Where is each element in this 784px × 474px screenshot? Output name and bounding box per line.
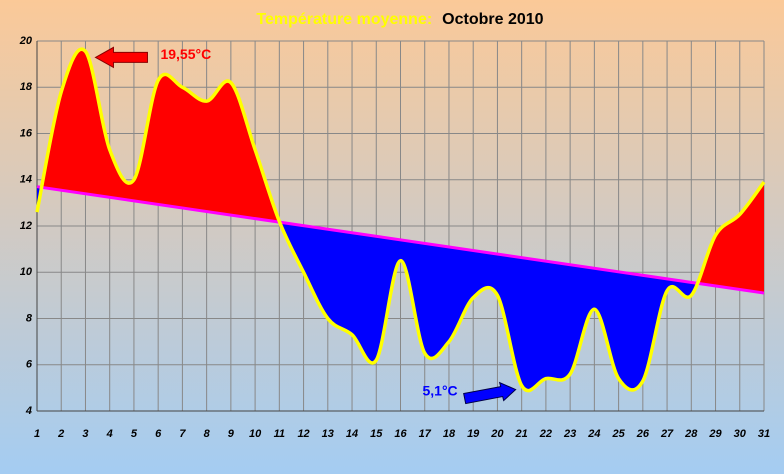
area-below xyxy=(37,186,764,391)
y-tick-label: 20 xyxy=(19,35,33,47)
x-tick-label: 11 xyxy=(274,428,285,440)
chart-title: Température moyenne: xyxy=(256,11,432,28)
y-tick-label: 6 xyxy=(26,359,33,371)
y-tick-label: 10 xyxy=(20,266,33,278)
y-tick-label: 12 xyxy=(20,220,32,232)
x-tick-label: 15 xyxy=(370,428,383,440)
x-tick-label: 26 xyxy=(636,428,650,440)
line xyxy=(35,47,766,393)
x-tick-label: 19 xyxy=(467,428,480,440)
arrow xyxy=(94,46,148,69)
x-tick-label: 9 xyxy=(228,428,235,440)
y-tick-label: 14 xyxy=(20,174,32,186)
annotation: 19,55°C xyxy=(160,46,211,62)
x-tick-label: 18 xyxy=(443,428,456,440)
x-tick-label: 13 xyxy=(322,428,334,440)
y-tick-label: 16 xyxy=(20,127,33,139)
x-tick-label: 28 xyxy=(684,428,698,440)
x-tick-label: 7 xyxy=(179,428,186,440)
trend-line xyxy=(36,185,765,295)
arrow xyxy=(463,381,517,405)
x-tick-label: 4 xyxy=(106,428,113,440)
y-tick-label: 18 xyxy=(20,81,33,93)
x-tick-label: 12 xyxy=(297,428,309,440)
y-tick-label: 4 xyxy=(25,405,32,417)
x-tick-label: 17 xyxy=(419,428,432,440)
y-tick-label: 8 xyxy=(26,312,33,324)
x-tick-label: 31 xyxy=(758,428,770,440)
x-tick-label: 21 xyxy=(515,428,528,440)
x-tick-label: 20 xyxy=(490,428,504,440)
x-tick-label: 14 xyxy=(346,428,358,440)
x-tick-label: 22 xyxy=(539,428,552,440)
chart-subtitle: Octobre 2010 xyxy=(442,11,543,28)
area-above xyxy=(37,49,764,294)
x-tick-label: 30 xyxy=(734,428,747,440)
x-tick-label: 1 xyxy=(34,428,40,440)
x-tick-label: 6 xyxy=(155,428,162,440)
x-tick-label: 5 xyxy=(131,428,138,440)
x-tick-label: 10 xyxy=(249,428,262,440)
annotation: 5,1°C xyxy=(422,382,457,398)
x-tick-label: 23 xyxy=(563,428,576,440)
x-tick-label: 3 xyxy=(82,428,88,440)
x-tick-label: 8 xyxy=(204,428,211,440)
x-tick-label: 29 xyxy=(708,428,722,440)
x-tick-label: 2 xyxy=(57,428,64,440)
x-tick-label: 27 xyxy=(660,428,674,440)
x-tick-label: 16 xyxy=(394,428,407,440)
x-tick-label: 24 xyxy=(587,428,600,440)
x-tick-label: 25 xyxy=(611,428,625,440)
